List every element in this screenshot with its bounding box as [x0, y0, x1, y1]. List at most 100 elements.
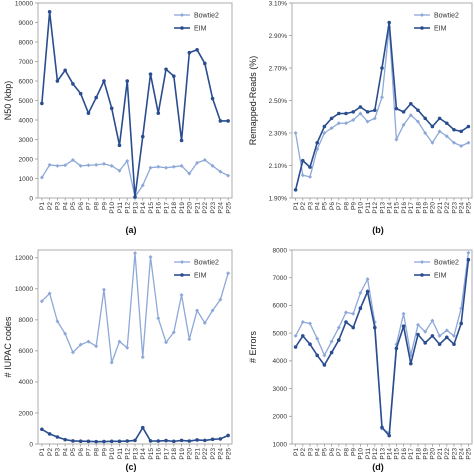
- data-point-eim: [315, 140, 320, 145]
- data-point-eim: [380, 425, 384, 430]
- x-tick-label: P1: [39, 448, 46, 456]
- data-point-eim: [94, 439, 98, 444]
- data-point-eim: [351, 110, 356, 114]
- y-tick-label: 2000: [273, 414, 288, 421]
- y-tick-label: 2000: [19, 410, 34, 417]
- x-tick-label: P5: [70, 202, 77, 210]
- data-point-eim: [329, 116, 334, 121]
- y-tick-label: 2.70%: [269, 65, 288, 72]
- panel-a-n50: 0 1000 2000 3000 4000 5000 6000 7000 8000 9000 100…: [3, 0, 232, 235]
- x-tick-label: P10: [358, 202, 365, 214]
- x-tick-label: P3: [307, 202, 314, 210]
- data-point-bowtie2: [47, 162, 52, 167]
- y-tick-label: 6000: [19, 348, 34, 355]
- data-point-bowtie2: [322, 131, 327, 135]
- data-point-eim: [179, 438, 184, 443]
- data-point-bowtie2: [452, 140, 456, 145]
- y-axis-label: # Errors: [248, 331, 258, 364]
- data-point-eim: [148, 72, 153, 76]
- data-point-eim: [358, 105, 363, 109]
- x-tick-label: P12: [125, 202, 132, 214]
- y-axis-label: Remapped-Reads (%): [248, 56, 258, 146]
- y-tick-label: 3000: [19, 137, 34, 144]
- x-tick-label: P4: [315, 448, 322, 456]
- data-point-eim: [308, 342, 312, 347]
- x-tick-label: P21: [437, 448, 444, 460]
- x-tick-label: P15: [148, 448, 155, 460]
- x-tick-label: P6: [78, 448, 85, 456]
- x-tick-label: P1: [293, 202, 300, 210]
- data-point-bowtie2: [171, 164, 176, 169]
- data-point-eim: [133, 195, 137, 199]
- data-point-eim: [203, 438, 207, 443]
- series-line-bowtie2: [294, 27, 469, 178]
- data-point-eim: [308, 165, 312, 169]
- x-tick-label: P25: [466, 202, 473, 214]
- data-point-eim: [466, 257, 471, 262]
- x-tick-label: P6: [78, 202, 85, 210]
- x-tick-label: P16: [401, 448, 408, 460]
- data-point-bowtie2: [226, 173, 231, 178]
- legend-entry-eim: EIM: [194, 26, 207, 33]
- y-tick-label: 2.90%: [269, 33, 288, 40]
- data-point-eim: [218, 437, 223, 441]
- data-point-bowtie2: [140, 183, 145, 188]
- x-tick-label: P11: [365, 202, 372, 213]
- y-tick-label: 0: [29, 195, 33, 202]
- data-point-bowtie2: [401, 122, 406, 127]
- x-tick-label: P25: [466, 448, 473, 460]
- data-point-eim: [125, 79, 130, 83]
- data-point-bowtie2: [117, 339, 122, 344]
- x-tick-label: P21: [194, 202, 201, 214]
- x-tick-label: P22: [202, 448, 209, 460]
- data-point-eim: [387, 433, 392, 438]
- x-tick-label: P7: [336, 448, 343, 456]
- data-point-eim: [109, 106, 114, 111]
- data-point-eim: [86, 439, 91, 444]
- data-point-eim: [430, 334, 435, 338]
- x-tick-label: P18: [415, 448, 422, 460]
- x-tick-label: P23: [451, 202, 458, 214]
- x-tick-label: P2: [300, 448, 307, 456]
- data-point-eim: [351, 325, 356, 330]
- data-point-bowtie2: [86, 163, 91, 168]
- data-point-eim: [365, 110, 370, 114]
- data-point-bowtie2: [195, 160, 200, 165]
- panel-d-errors: 1000 2000 3000 4000 5000 6000 7000 8000 P1 P2 P3 P4…: [248, 247, 473, 472]
- data-point-bowtie2: [86, 339, 91, 344]
- data-point-eim: [437, 342, 442, 347]
- data-point-bowtie2: [408, 113, 413, 118]
- data-point-bowtie2: [466, 250, 471, 255]
- data-point-bowtie2: [55, 163, 60, 168]
- data-point-bowtie2: [156, 164, 161, 169]
- data-point-eim: [344, 320, 348, 324]
- data-point-bowtie2: [63, 163, 68, 168]
- x-tick-label: P9: [351, 202, 358, 210]
- y-tick-label: 8000: [19, 317, 34, 324]
- data-point-eim: [344, 111, 348, 116]
- series-line-bowtie2: [41, 253, 229, 363]
- data-point-eim: [55, 435, 60, 439]
- data-point-eim: [187, 50, 192, 55]
- data-point-eim: [466, 124, 471, 129]
- panel-label: (b): [372, 225, 384, 235]
- x-tick-label: P23: [451, 448, 458, 460]
- x-tick-label: P4: [62, 202, 69, 210]
- data-point-eim: [358, 306, 363, 311]
- data-point-eim: [78, 91, 83, 96]
- data-point-bowtie2: [308, 174, 312, 179]
- data-point-eim: [459, 129, 464, 134]
- data-point-bowtie2: [459, 144, 464, 148]
- x-tick-label: P22: [444, 202, 451, 214]
- series-line-eim: [294, 22, 469, 191]
- y-tick-label: 4000: [273, 358, 288, 365]
- x-tick-label: P17: [163, 448, 170, 460]
- data-point-bowtie2: [218, 297, 223, 302]
- x-tick-label: P7: [86, 202, 93, 210]
- x-tick-label: P5: [322, 202, 329, 210]
- data-point-eim: [40, 427, 44, 432]
- data-point-bowtie2: [226, 271, 231, 276]
- x-tick-label: P7: [336, 202, 343, 210]
- x-tick-label: P14: [140, 202, 147, 214]
- data-point-bowtie2: [444, 134, 449, 139]
